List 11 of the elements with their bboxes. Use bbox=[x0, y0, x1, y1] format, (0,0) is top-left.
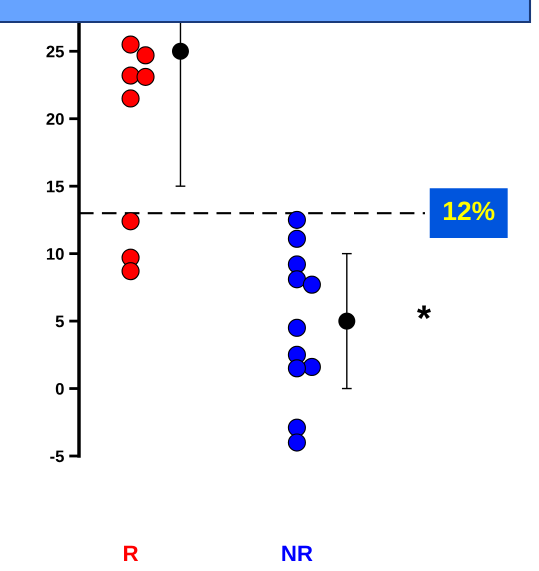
y-tick-label: -5 bbox=[50, 450, 64, 462]
y-tick-label: 15 bbox=[46, 180, 64, 192]
x-tick-label: NR bbox=[282, 546, 313, 561]
x-tick-label: R bbox=[124, 546, 138, 561]
y-tick-label: 10 bbox=[46, 248, 64, 260]
y-tick-label: 20 bbox=[46, 113, 64, 125]
text: 12% bbox=[444, 202, 494, 220]
annotation: * bbox=[417, 306, 431, 319]
y-tick-label: 5 bbox=[56, 316, 64, 328]
y-tick-label: 0 bbox=[56, 382, 64, 395]
y-tick-label: 25 bbox=[46, 46, 64, 58]
